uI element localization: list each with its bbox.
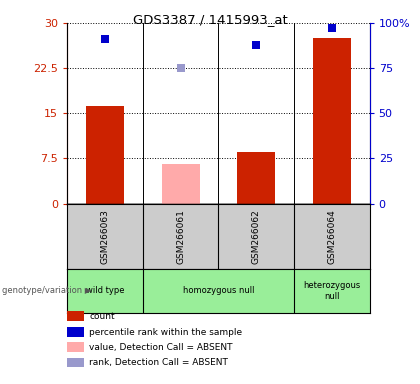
- Text: GSM266064: GSM266064: [327, 209, 336, 263]
- Text: genotype/variation ▶: genotype/variation ▶: [2, 286, 92, 295]
- Bar: [313, 38, 351, 204]
- Bar: [162, 164, 200, 204]
- Text: homozygous null: homozygous null: [183, 286, 254, 295]
- Text: heterozygous
null: heterozygous null: [303, 281, 360, 301]
- Text: GSM266061: GSM266061: [176, 209, 185, 263]
- Text: GSM266062: GSM266062: [252, 209, 261, 263]
- Text: value, Detection Call = ABSENT: value, Detection Call = ABSENT: [89, 343, 233, 352]
- Text: percentile rank within the sample: percentile rank within the sample: [89, 328, 242, 337]
- Text: wild type: wild type: [86, 286, 124, 295]
- Text: count: count: [89, 312, 115, 321]
- Bar: [86, 106, 124, 204]
- Text: GDS3387 / 1415993_at: GDS3387 / 1415993_at: [133, 13, 287, 26]
- Text: rank, Detection Call = ABSENT: rank, Detection Call = ABSENT: [89, 358, 228, 367]
- Text: GSM266063: GSM266063: [100, 209, 110, 263]
- Bar: [237, 152, 275, 204]
